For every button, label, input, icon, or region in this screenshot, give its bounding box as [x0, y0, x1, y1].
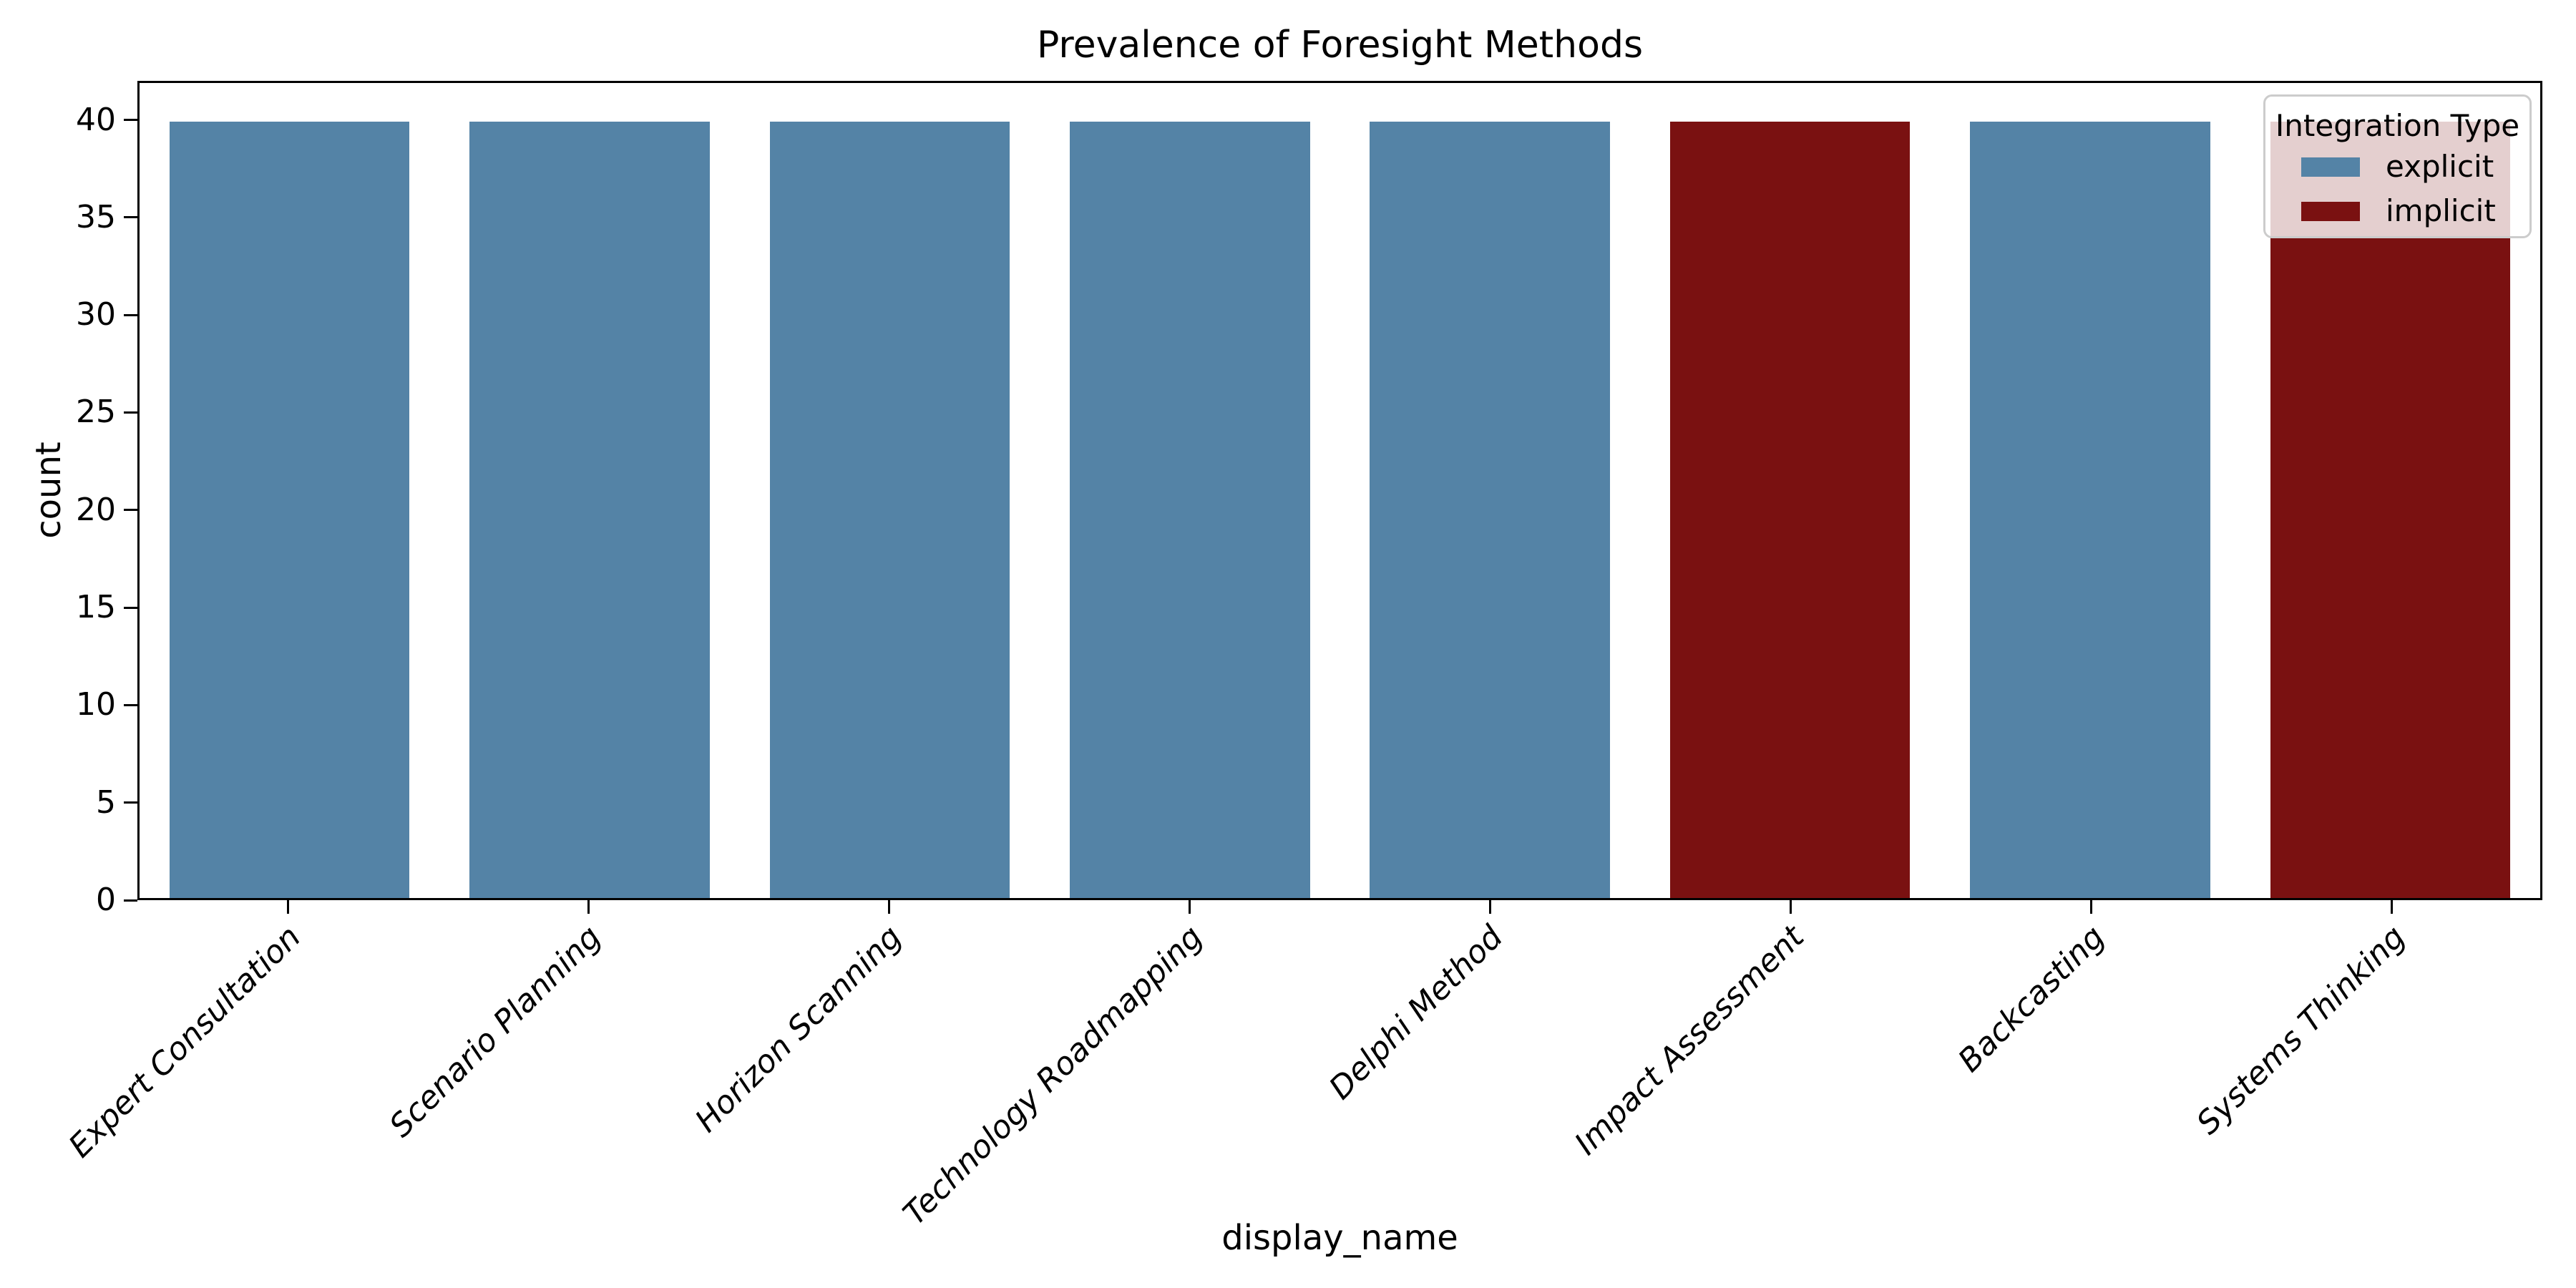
x-tick-label: Impact Assessment: [1567, 919, 1811, 1163]
y-tick-label: 0: [96, 882, 116, 918]
bar-horizon-scanning: [769, 122, 1010, 898]
legend-swatch-explicit: [2301, 157, 2360, 177]
x-tick-mark: [1188, 900, 1191, 914]
y-tick-mark: [124, 703, 137, 706]
y-tick-label: 20: [76, 491, 116, 528]
bar-technology-roadmapping: [1070, 122, 1310, 898]
y-tick-mark: [124, 411, 137, 414]
bar-backcasting: [1970, 122, 2210, 898]
y-tick-mark: [124, 899, 137, 902]
y-tick-label: 5: [96, 784, 116, 821]
x-tick-mark: [286, 900, 289, 914]
y-tick-mark: [124, 801, 137, 804]
bar-impact-assessment: [1669, 122, 1911, 898]
legend-title: Integration Type: [2275, 108, 2520, 143]
legend-item-explicit: explicit: [2265, 147, 2529, 186]
bar-systems-thinking: [2270, 122, 2511, 898]
y-axis-label: count: [29, 441, 69, 539]
x-tick-mark: [2090, 900, 2093, 914]
x-tick-mark: [2391, 900, 2394, 914]
bar-scenario-planning: [469, 122, 710, 898]
y-tick-label: 35: [76, 198, 116, 235]
y-tick-label: 40: [76, 101, 116, 138]
y-tick-mark: [124, 606, 137, 609]
legend: Integration Type explicit implicit: [2263, 94, 2532, 238]
chart-title: Prevalence of Foresight Methods: [1036, 24, 1644, 67]
x-axis-label: display_name: [1221, 1218, 1458, 1258]
x-tick-label: Technology Roadmapping: [896, 919, 1210, 1233]
y-tick-mark: [124, 509, 137, 512]
x-tick-mark: [1489, 900, 1492, 914]
legend-swatch-implicit: [2301, 201, 2360, 221]
legend-label: implicit: [2386, 193, 2496, 228]
bar-delphi-method: [1370, 122, 1610, 898]
x-tick-label: Scenario Planning: [383, 919, 609, 1145]
bar-expert-consultation: [169, 122, 410, 898]
x-tick-label: Horizon Scanning: [688, 919, 909, 1140]
x-tick-mark: [587, 900, 590, 914]
y-tick-mark: [124, 313, 137, 316]
x-tick-mark: [887, 900, 890, 914]
y-tick-label: 15: [76, 589, 116, 626]
x-tick-label: Systems Thinking: [2189, 919, 2412, 1142]
x-tick-label: Expert Consultation: [62, 919, 308, 1165]
x-tick-label: Delphi Method: [1322, 919, 1511, 1107]
y-tick-label: 25: [76, 394, 116, 431]
y-tick-mark: [124, 216, 137, 219]
plot-area: [137, 81, 2542, 900]
y-tick-mark: [124, 119, 137, 122]
legend-item-implicit: implicit: [2265, 192, 2529, 230]
x-tick-mark: [1790, 900, 1792, 914]
legend-label: explicit: [2386, 149, 2494, 184]
y-tick-label: 10: [76, 686, 116, 723]
y-tick-label: 30: [76, 296, 116, 333]
x-tick-label: Backcasting: [1951, 919, 2112, 1080]
